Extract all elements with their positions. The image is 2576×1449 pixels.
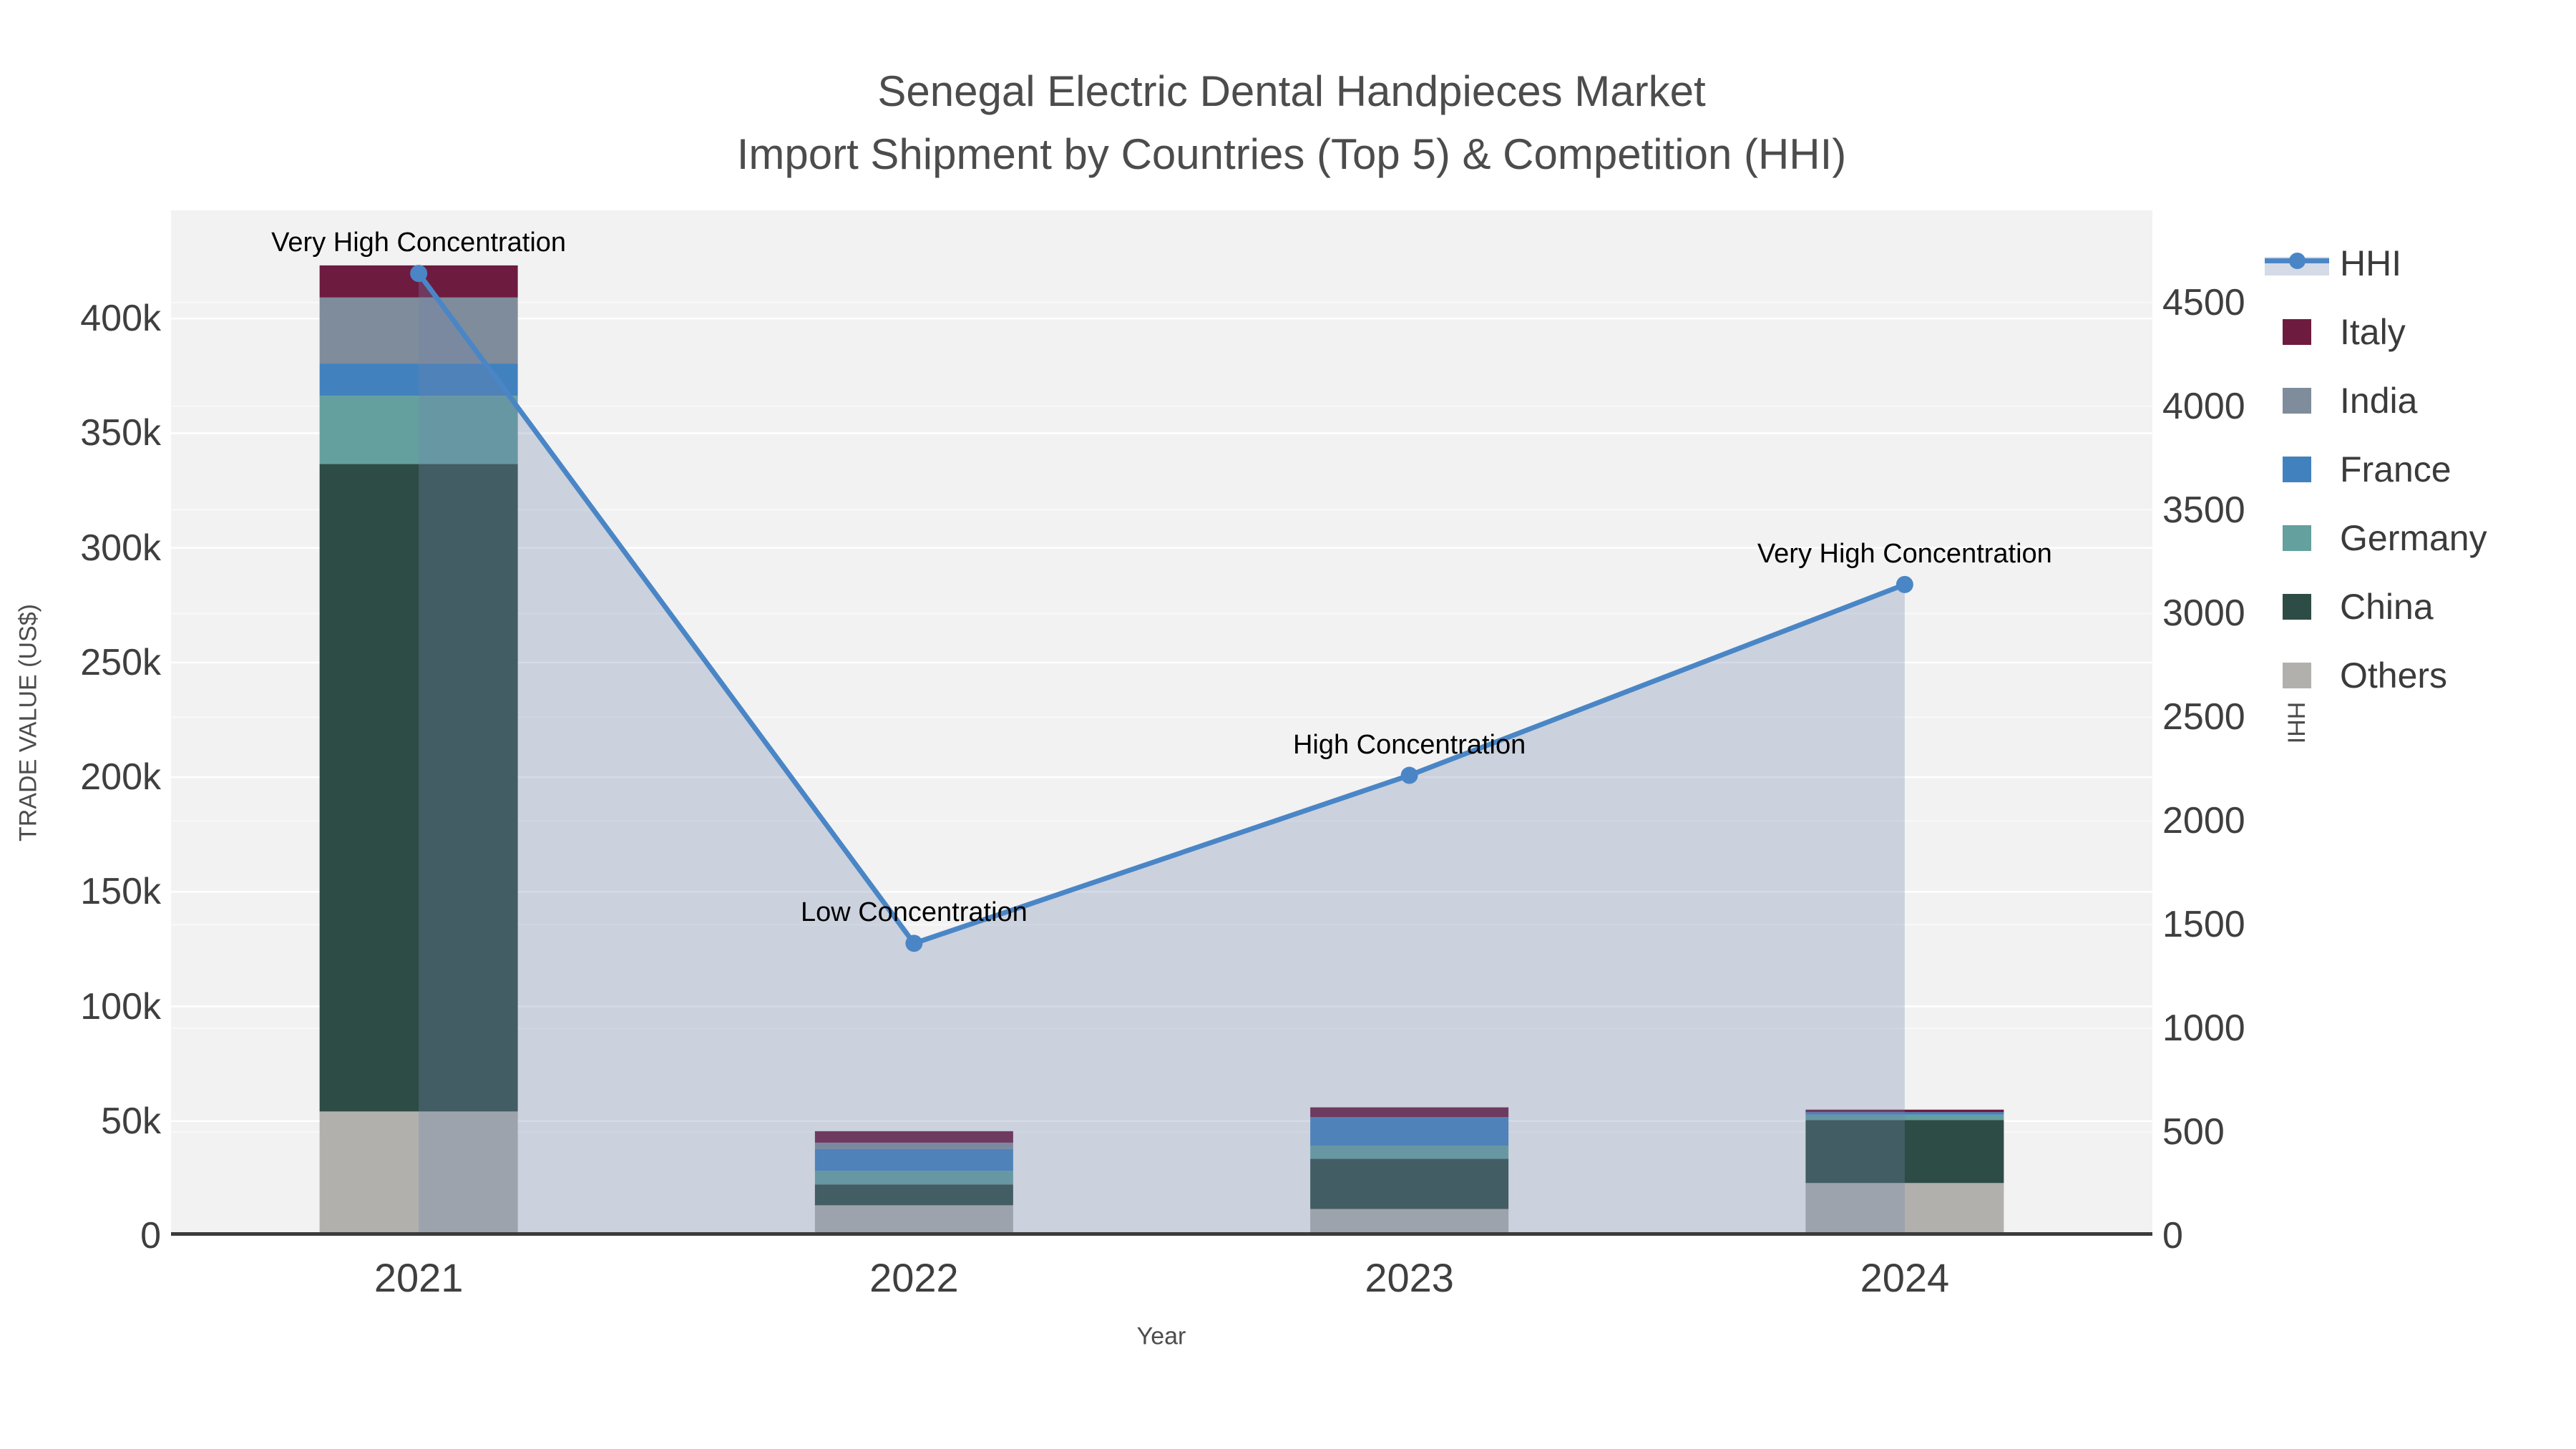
left-tick-300k: 300k <box>80 527 161 569</box>
right-tick-4000: 4000 <box>2162 385 2245 427</box>
right-tick-500: 500 <box>2162 1111 2225 1153</box>
right-tick-3000: 3000 <box>2162 592 2245 635</box>
annotation-2021: Very High Concentration <box>271 228 567 258</box>
bar-segment-italy-2024[interactable] <box>1805 1109 2004 1113</box>
legend-item-india[interactable]: India <box>2265 366 2572 435</box>
legend-label: India <box>2340 381 2418 421</box>
germany-swatch-icon <box>2283 525 2311 551</box>
x-tick-2023: 2023 <box>1365 1255 1454 1300</box>
left-axis-title: TRADE VALUE (US$) <box>14 604 42 841</box>
chart-title-line1: Senegal Electric Dental Handpieces Marke… <box>877 67 1706 115</box>
left-tick-350k: 350k <box>80 412 161 454</box>
bar-segment-france-2023[interactable] <box>1310 1117 1509 1146</box>
others-swatch-icon <box>2283 663 2311 688</box>
china-swatch-icon <box>2283 594 2311 620</box>
bar-segment-others-2023[interactable] <box>1310 1209 1509 1236</box>
hhi-line <box>416 272 1906 947</box>
bar-segment-india-2022[interactable] <box>814 1142 1013 1149</box>
left-tick-150k: 150k <box>80 871 161 913</box>
legend-item-hhi[interactable]: HHI <box>2265 229 2572 298</box>
left-tick-200k: 200k <box>80 756 161 799</box>
legend-label: Italy <box>2340 312 2406 352</box>
x-tick-2021: 2021 <box>374 1255 464 1300</box>
bar-segment-india-2021[interactable] <box>319 297 518 364</box>
italy-swatch-icon <box>2283 319 2311 345</box>
bar-segment-others-2024[interactable] <box>1805 1183 2004 1236</box>
bar-segment-china-2021[interactable] <box>319 464 518 1112</box>
left-tick-400k: 400k <box>80 298 161 340</box>
right-tick-0: 0 <box>2162 1215 2183 1257</box>
right-tick-2500: 2500 <box>2162 696 2245 738</box>
bar-segment-italy-2023[interactable] <box>1310 1107 1509 1118</box>
legend-item-others[interactable]: Others <box>2265 641 2572 710</box>
x-axis-line <box>171 1232 2152 1236</box>
bar-segment-china-2023[interactable] <box>1310 1158 1509 1209</box>
bar-segment-germany-2021[interactable] <box>319 396 518 464</box>
left-tick-0: 0 <box>140 1215 161 1257</box>
legend-item-italy[interactable]: Italy <box>2265 298 2572 366</box>
plot-area[interactable] <box>171 210 2152 1236</box>
bar-segment-france-2021[interactable] <box>319 364 518 396</box>
right-tick-1000: 1000 <box>2162 1008 2245 1050</box>
x-axis-title: Year <box>1136 1322 1186 1350</box>
bar-segment-china-2024[interactable] <box>1805 1120 2004 1184</box>
legend-label: HHI <box>2340 243 2402 283</box>
annotation-2024: Very High Concentration <box>1757 538 2052 569</box>
legend-item-france[interactable]: France <box>2265 435 2572 504</box>
x-tick-2024: 2024 <box>1860 1255 1950 1300</box>
legend-label: Germany <box>2340 518 2487 558</box>
legend: HHI Italy India France Germany China Oth… <box>2265 229 2572 710</box>
right-tick-3500: 3500 <box>2162 489 2245 531</box>
hhi-legend-swatch-icon <box>2265 249 2329 278</box>
hhi-marker-2021[interactable] <box>410 265 428 283</box>
bar-segment-italy-2022[interactable] <box>814 1131 1013 1143</box>
hhi-marker-icon <box>2289 253 2306 269</box>
hhi-marker-2022[interactable] <box>905 935 923 952</box>
annotation-2023: High Concentration <box>1292 729 1526 760</box>
left-tick-100k: 100k <box>80 985 161 1028</box>
legend-item-china[interactable]: China <box>2265 572 2572 641</box>
bar-segment-france-2022[interactable] <box>814 1148 1013 1171</box>
annotation-2022: Low Concentration <box>800 897 1028 928</box>
bar-segment-germany-2024[interactable] <box>1805 1114 2004 1121</box>
chart-title: Senegal Electric Dental Handpieces Marke… <box>572 60 2011 186</box>
legend-label: China <box>2340 587 2434 627</box>
hhi-marker-2023[interactable] <box>1400 766 1418 784</box>
bar-segment-france-2024[interactable] <box>1805 1112 2004 1115</box>
chart-canvas <box>171 265 2152 1236</box>
left-tick-50k: 50k <box>101 1100 161 1142</box>
bar-segment-germany-2023[interactable] <box>1310 1146 1509 1159</box>
france-swatch-icon <box>2283 457 2311 482</box>
hhi-marker-2024[interactable] <box>1896 575 1913 593</box>
legend-label: Others <box>2340 655 2448 696</box>
right-tick-1500: 1500 <box>2162 904 2245 946</box>
india-swatch-icon <box>2283 388 2311 414</box>
legend-label: France <box>2340 449 2451 489</box>
left-tick-250k: 250k <box>80 641 161 683</box>
right-tick-2000: 2000 <box>2162 800 2245 842</box>
bar-segment-china-2022[interactable] <box>814 1184 1013 1206</box>
bar-segment-others-2022[interactable] <box>814 1205 1013 1236</box>
right-tick-4500: 4500 <box>2162 281 2245 323</box>
chart-title-line2: Import Shipment by Countries (Top 5) & C… <box>736 130 1847 178</box>
legend-item-germany[interactable]: Germany <box>2265 504 2572 572</box>
bar-segment-others-2021[interactable] <box>319 1111 518 1236</box>
x-tick-2022: 2022 <box>869 1255 959 1300</box>
hhi-area-fill <box>419 273 1905 1236</box>
bar-segment-germany-2022[interactable] <box>814 1171 1013 1185</box>
